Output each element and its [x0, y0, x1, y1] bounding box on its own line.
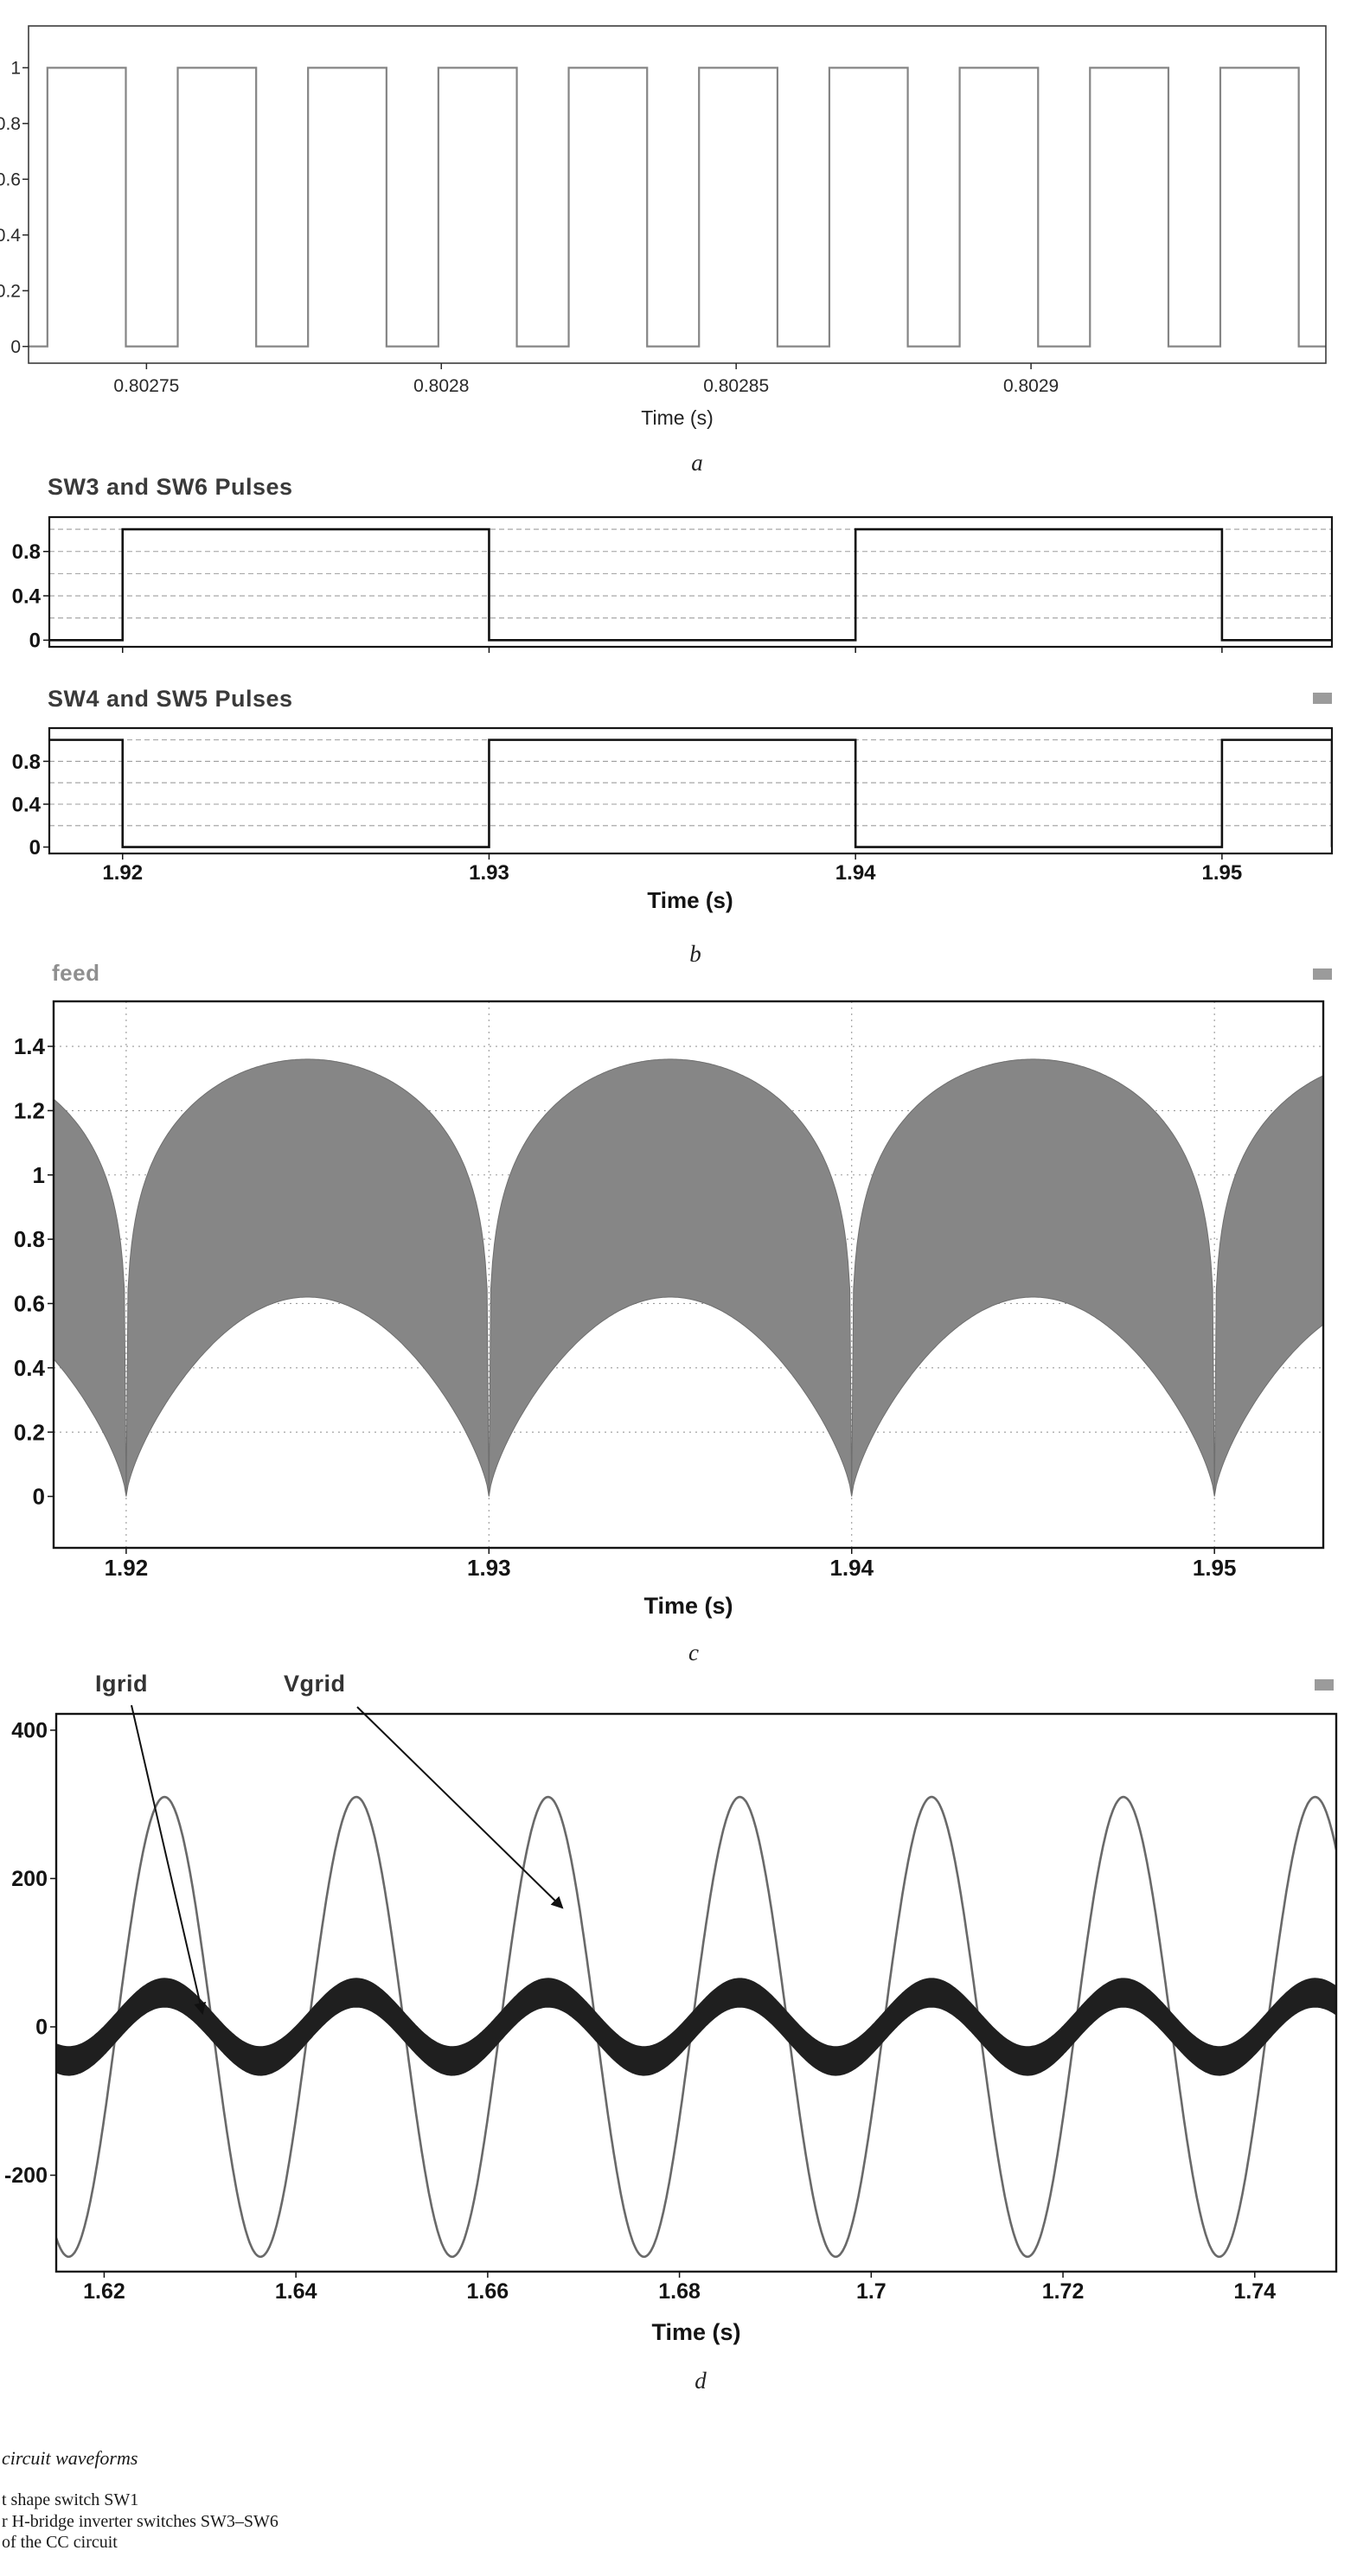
vgrid-annotation-arrow	[356, 1706, 564, 1909]
igrid-waveform	[56, 1978, 1336, 2076]
x-tick-label: 1.7	[856, 2279, 887, 2304]
panel-d-chart: 1.62 1.64 1.66 1.68 1.7 1.72 1.74 -200 0 200 400	[0, 1695, 1357, 2330]
x-tick-label: 0.8029	[1003, 376, 1059, 396]
y-tick-label: 0	[29, 836, 41, 860]
chart-d-svg: 1.62 1.64 1.66 1.68 1.7 1.72 1.74 -200 0 200 400	[4, 1704, 1338, 2304]
x-tick-label: 1.93	[469, 861, 509, 885]
plot-border	[48, 515, 1334, 649]
feed-label: feed	[52, 960, 100, 986]
x-tick-label: 1.95	[1193, 1555, 1237, 1581]
y-tick-label: 0.8	[12, 751, 41, 774]
x-tick-label: 1.95	[1202, 861, 1243, 885]
panel-c-chart: 1.92 1.93 1.94 1.95 0 0.2 0.4 0.6 0.8 1 1.2 1.4	[0, 986, 1357, 1595]
y-tick-label: 0.4	[14, 1355, 46, 1381]
caption-item-a: t shape switch SW1	[2, 2490, 139, 2509]
y-tick-label: 1	[10, 59, 21, 79]
y-tick-label: 0.8	[12, 540, 41, 564]
x-tick-label: 1.94	[835, 861, 876, 885]
sw1-pulse-train-waveform	[29, 67, 1326, 348]
chart-b1-svg: 0 0.4 0.8	[12, 515, 1334, 653]
vgrid-curve-label: Vgrid	[284, 1671, 346, 1697]
sw4-sw5-gate-pulses-waveform	[49, 738, 1332, 848]
y-tick-label: 1.4	[14, 1033, 46, 1059]
vgrid-waveform	[56, 1795, 1336, 2259]
y-tick-label: 0.8	[0, 114, 21, 134]
igrid-annotation-arrow	[131, 1704, 207, 2016]
y-tick-label: 200	[11, 1867, 48, 1891]
y-tick-label: -200	[4, 2164, 48, 2188]
x-tick-label: 0.80275	[113, 376, 179, 396]
y-tick-label: 0	[10, 337, 21, 357]
plot-border	[52, 1000, 1325, 1550]
igrid-curve-label: Igrid	[95, 1671, 148, 1697]
panel-b-lower-chart: 1.92 1.93 1.94 1.95 0 0.4 0.8	[0, 713, 1357, 899]
legend-marker-icon	[1313, 693, 1332, 704]
panel-a-xlabel: Time (s)	[641, 406, 714, 429]
x-tick-label: 1.92	[102, 861, 143, 885]
chart-b2-svg: 1.92 1.93 1.94 1.95 0 0.4 0.8	[12, 726, 1334, 885]
y-tick-label: 1	[33, 1162, 45, 1188]
sw3-sw6-pulses-title: SW3 and SW6 Pulses	[48, 474, 293, 500]
panel-b-xlabel: Time (s)	[647, 887, 733, 913]
panel-d-letter: d	[695, 2368, 707, 2394]
panel-c-xlabel: Time (s)	[643, 1593, 733, 1619]
plot-border	[48, 726, 1334, 855]
x-tick-label: 1.94	[829, 1555, 874, 1581]
panel-a-letter: a	[691, 450, 703, 476]
x-tick-label: 1.64	[275, 2279, 317, 2304]
y-tick-label: 0.2	[14, 1419, 45, 1445]
caption-item-b: r H-bridge inverter switches SW3–SW6	[2, 2512, 278, 2531]
y-tick-label: 0.6	[0, 170, 21, 190]
x-tick-label: 1.62	[83, 2279, 125, 2304]
y-tick-label: 0	[29, 630, 41, 653]
x-tick-label: 0.80285	[703, 376, 769, 396]
y-tick-label: 0.4	[12, 793, 42, 816]
plot-border	[54, 1712, 1338, 2273]
chart-a-svg: 0.80275 0.8028 0.80285 0.8029 0 0.2 0.4 0.6 0.8 1	[0, 25, 1327, 396]
y-tick-label: 1.2	[14, 1098, 45, 1124]
panel-d-xlabel: Time (s)	[651, 2319, 741, 2345]
panel-a-chart: 0.80275 0.8028 0.80285 0.8029 0 0.2 0.4 0.6 0.8 1	[0, 0, 1357, 411]
chart-c-svg: 1.92 1.93 1.94 1.95 0 0.2 0.4 0.6 0.8 1 1.2 1.4	[14, 1000, 1325, 1581]
x-tick-label: 1.72	[1042, 2279, 1085, 2304]
y-tick-label: 0.4	[12, 585, 42, 608]
y-tick-label: 0	[35, 2016, 48, 2040]
x-tick-label: 1.93	[467, 1555, 511, 1581]
legend-marker-icon	[1313, 968, 1332, 980]
x-tick-label: 1.74	[1233, 2279, 1276, 2304]
panel-b-letter: b	[689, 941, 701, 967]
sw4-sw5-pulses-title: SW4 and SW5 Pulses	[48, 686, 293, 712]
legend-marker-icon	[1315, 1679, 1334, 1691]
x-tick-label: 1.66	[467, 2279, 509, 2304]
panel-c-letter: c	[688, 1640, 699, 1665]
y-tick-label: 0.6	[14, 1291, 45, 1317]
y-tick-label: 0	[33, 1484, 45, 1510]
plot-border	[28, 25, 1327, 364]
sw3-sw6-gate-pulses-waveform	[49, 527, 1332, 642]
x-tick-label: 1.68	[658, 2279, 701, 2304]
panel-b-upper-chart: 0 0.4 0.8	[0, 502, 1357, 666]
x-tick-label: 0.8028	[413, 376, 469, 396]
y-tick-label: 0.2	[0, 282, 21, 302]
y-tick-label: 0.8	[14, 1226, 45, 1252]
caption-item-c: of the CC circuit	[2, 2533, 118, 2552]
y-tick-label: 400	[11, 1719, 48, 1743]
caption-title: circuit waveforms	[2, 2447, 138, 2469]
x-tick-label: 1.92	[105, 1555, 149, 1581]
y-tick-label: 0.4	[0, 226, 21, 246]
feed-ripple-envelope-waveform	[54, 1058, 1323, 1497]
